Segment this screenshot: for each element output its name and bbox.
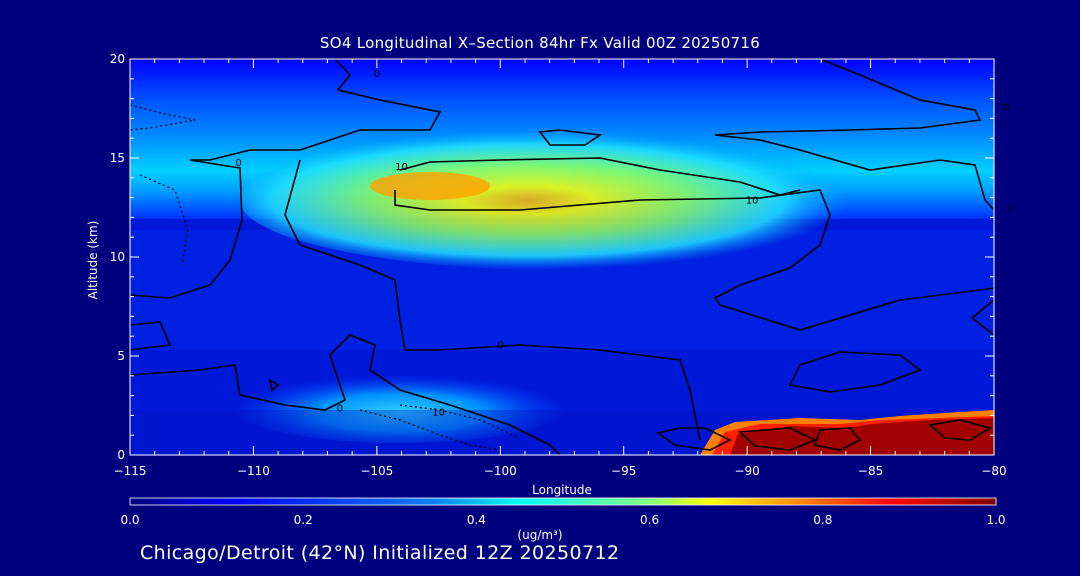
contour-lines: [130, 59, 994, 455]
y-tick-label: 20: [110, 52, 125, 66]
colorbar-ticks: 0.0 0.2 0.4 0.6 0.8 1.0: [120, 513, 1005, 527]
y-tick-label: 15: [110, 151, 125, 165]
colorbar-tick-label: 0.8: [813, 513, 832, 527]
x-tick-label: −90: [734, 464, 759, 478]
x-tick-label: −85: [858, 464, 883, 478]
y-tick-label: 0: [117, 448, 125, 462]
y-axis: 0 5 10 15 20: [110, 52, 994, 462]
heatmap-field: [130, 59, 994, 455]
colorbar-tick-label: 0.4: [467, 513, 486, 527]
x-tick-label: −95: [611, 464, 636, 478]
x-axis-label: Longitude: [532, 483, 592, 497]
colorbar-tick-label: 0.6: [640, 513, 659, 527]
contour-label: 10: [746, 196, 759, 207]
footer-caption: Chicago/Detroit (42°N) Initialized 12Z 2…: [140, 542, 620, 564]
y-axis-label: Altitude (km): [86, 221, 100, 300]
x-axis: −115 −110 −105 −100 −95 −90 −85 −80: [114, 59, 1007, 478]
contour-label: 0: [1008, 204, 1014, 215]
chart-title: SO4 Longitudinal X–Section 84hr Fx Valid…: [319, 34, 761, 52]
y-tick-label: 10: [110, 250, 125, 264]
colorbar-units: (ug/m³): [517, 528, 563, 542]
colorbar-tick-label: 0.0: [120, 513, 139, 527]
colorbar: [129, 497, 997, 506]
contour-label: 0: [374, 69, 380, 80]
dotted-contours: [130, 104, 521, 451]
contour-label: 10: [432, 407, 445, 418]
contour-label: 10: [395, 162, 408, 173]
contour-label: 0: [1003, 103, 1009, 114]
x-tick-label: −100: [484, 464, 517, 478]
contour-label: 0: [337, 403, 343, 414]
colorbar-tick-label: 1.0: [986, 513, 1005, 527]
y-tick-label: 5: [117, 349, 125, 363]
x-tick-label: −105: [360, 464, 393, 478]
contour-label: 0: [497, 340, 503, 351]
x-tick-label: −110: [237, 464, 270, 478]
colorbar-tick-label: 0.2: [294, 513, 313, 527]
contour-label: 0: [235, 158, 241, 169]
contour-labels: 0 0 10 10 0 0 0 10 0: [235, 69, 1014, 419]
x-tick-label: −115: [114, 464, 147, 478]
x-tick-label: −80: [981, 464, 1006, 478]
